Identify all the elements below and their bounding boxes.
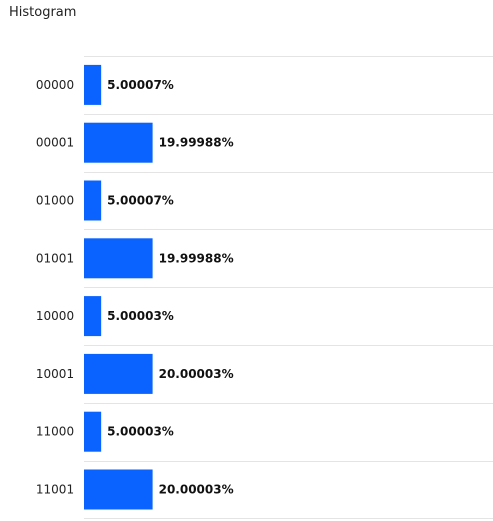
histogram-bar[interactable] <box>84 122 153 163</box>
category-label: 01000 <box>36 194 74 208</box>
category-label: 11001 <box>36 483 74 497</box>
bar-value-label: 20.00003% <box>159 367 234 381</box>
histogram-bar[interactable] <box>84 411 102 452</box>
category-label: 00001 <box>36 136 74 150</box>
bar-value-label: 5.00003% <box>107 309 174 323</box>
chart-title: Histogram <box>9 5 77 20</box>
bar-value-label: 20.00003% <box>159 483 234 497</box>
bar-value-label: 5.00007% <box>107 78 174 92</box>
bar-value-label: 19.99988% <box>159 136 234 150</box>
histogram-bar[interactable] <box>84 64 102 105</box>
bar-value-label: 19.99988% <box>159 251 234 265</box>
category-label: 10000 <box>36 309 74 323</box>
histogram-bar[interactable] <box>84 180 102 221</box>
histogram-bar[interactable] <box>84 238 153 279</box>
category-label: 11000 <box>36 425 74 439</box>
histogram-bar[interactable] <box>84 353 153 394</box>
category-label: 00000 <box>36 78 74 92</box>
category-label: 10001 <box>36 367 74 381</box>
histogram-bar[interactable] <box>84 469 153 510</box>
bar-value-label: 5.00007% <box>107 194 174 208</box>
category-label: 01001 <box>36 251 74 265</box>
histogram-bar[interactable] <box>84 296 102 337</box>
bar-value-label: 5.00003% <box>107 425 174 439</box>
